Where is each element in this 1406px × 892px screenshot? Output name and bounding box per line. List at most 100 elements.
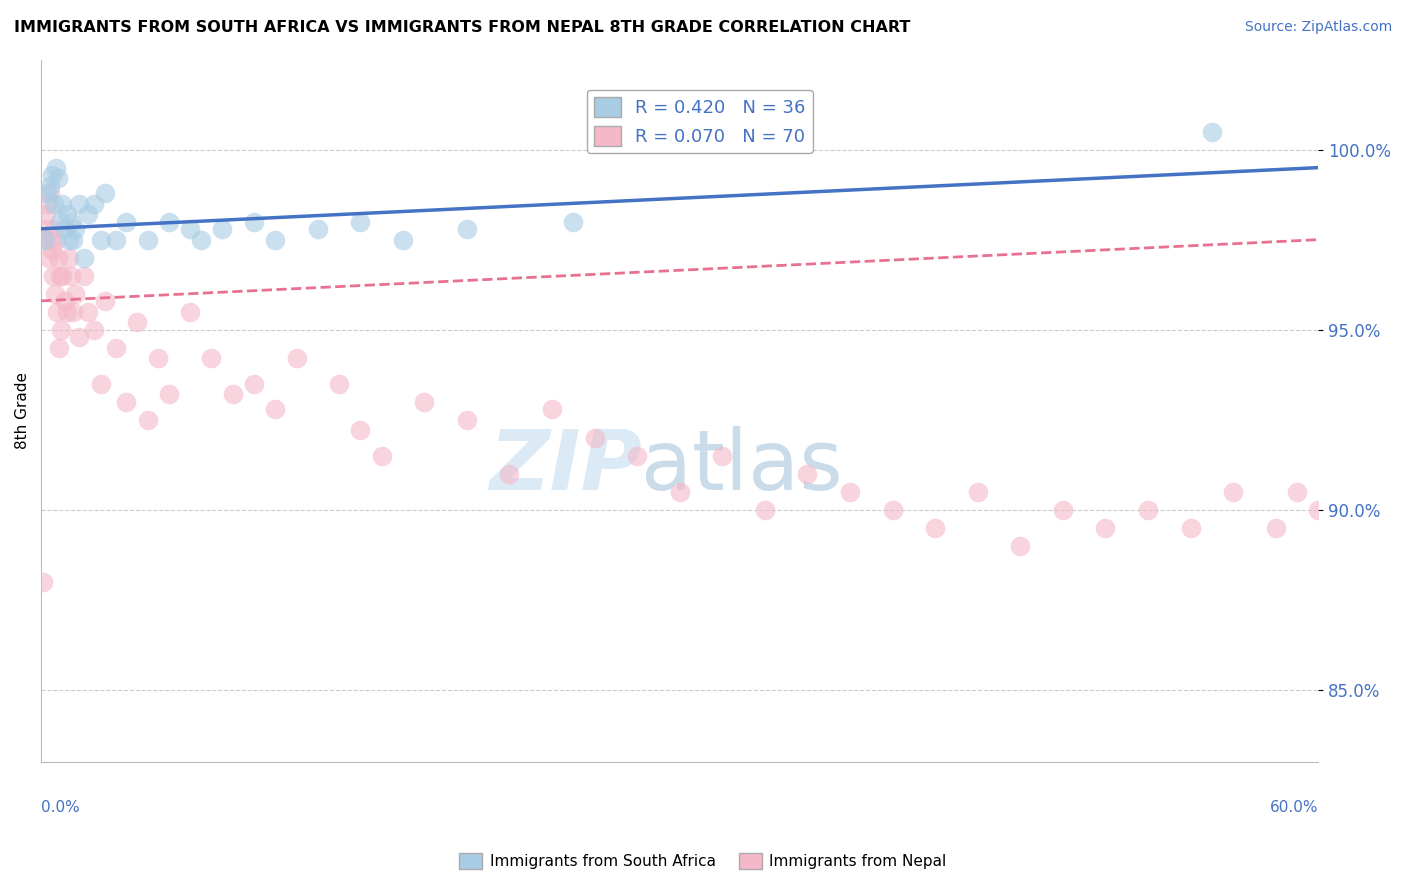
Text: IMMIGRANTS FROM SOUTH AFRICA VS IMMIGRANTS FROM NEPAL 8TH GRADE CORRELATION CHAR: IMMIGRANTS FROM SOUTH AFRICA VS IMMIGRAN… — [14, 20, 911, 35]
Text: 0.0%: 0.0% — [41, 800, 80, 815]
Point — [583, 431, 606, 445]
Point — [221, 387, 243, 401]
Point — [35, 207, 58, 221]
Point — [37, 186, 59, 200]
Point — [157, 214, 180, 228]
Point — [34, 222, 56, 236]
Point — [38, 178, 60, 193]
Point — [211, 222, 233, 236]
Point — [1094, 521, 1116, 535]
Point — [264, 401, 287, 416]
Point — [1052, 502, 1074, 516]
Point — [1285, 484, 1308, 499]
Point — [46, 251, 69, 265]
Point — [44, 286, 66, 301]
Point — [1201, 125, 1223, 139]
Point — [63, 286, 86, 301]
Legend: R = 0.420   N = 36, R = 0.070   N = 70: R = 0.420 N = 36, R = 0.070 N = 70 — [586, 90, 813, 153]
Point — [349, 424, 371, 438]
Point — [1222, 484, 1244, 499]
Point — [77, 207, 100, 221]
Point — [59, 214, 82, 228]
Point — [882, 502, 904, 516]
Point — [73, 268, 96, 283]
Point — [46, 171, 69, 186]
Point — [115, 394, 138, 409]
Point — [49, 268, 72, 283]
Point — [125, 316, 148, 330]
Point — [562, 214, 585, 228]
Point — [413, 394, 436, 409]
Point — [41, 168, 63, 182]
Point — [53, 293, 76, 308]
Point — [349, 214, 371, 228]
Point — [45, 233, 67, 247]
Point — [456, 413, 478, 427]
Point — [58, 233, 80, 247]
Point — [90, 233, 112, 247]
Point — [48, 341, 70, 355]
Point — [136, 413, 159, 427]
Point — [55, 304, 77, 318]
Point — [1180, 521, 1202, 535]
Point — [668, 484, 690, 499]
Point — [754, 502, 776, 516]
Point — [53, 222, 76, 236]
Point — [39, 233, 62, 247]
Point — [179, 222, 201, 236]
Point — [1308, 502, 1330, 516]
Point — [924, 521, 946, 535]
Point — [55, 207, 77, 221]
Point — [63, 222, 86, 236]
Text: atlas: atlas — [641, 426, 844, 508]
Point — [32, 574, 55, 589]
Point — [34, 233, 56, 247]
Point — [498, 467, 520, 481]
Point — [46, 304, 69, 318]
Point — [1010, 539, 1032, 553]
Point — [243, 214, 266, 228]
Point — [77, 304, 100, 318]
Point — [67, 196, 90, 211]
Point — [94, 186, 117, 200]
Point — [1329, 539, 1351, 553]
Point — [83, 323, 105, 337]
Point — [73, 251, 96, 265]
Point — [157, 387, 180, 401]
Point — [392, 233, 415, 247]
Point — [42, 196, 65, 211]
Point — [264, 233, 287, 247]
Point — [67, 330, 90, 344]
Text: 60.0%: 60.0% — [1270, 800, 1319, 815]
Point — [115, 214, 138, 228]
Point — [62, 304, 84, 318]
Point — [51, 268, 73, 283]
Point — [243, 376, 266, 391]
Point — [328, 376, 350, 391]
Point — [51, 196, 73, 211]
Point — [711, 449, 734, 463]
Point — [62, 233, 84, 247]
Point — [1136, 502, 1159, 516]
Point — [104, 233, 127, 247]
Text: Source: ZipAtlas.com: Source: ZipAtlas.com — [1244, 20, 1392, 34]
Point — [83, 196, 105, 211]
Point — [179, 304, 201, 318]
Point — [839, 484, 862, 499]
Point — [200, 351, 222, 366]
Point — [456, 222, 478, 236]
Point — [796, 467, 818, 481]
Point — [90, 376, 112, 391]
Point — [966, 484, 988, 499]
Point — [38, 186, 60, 200]
Point — [41, 244, 63, 258]
Point — [148, 351, 170, 366]
Point — [37, 196, 59, 211]
Point — [190, 233, 212, 247]
Point — [45, 161, 67, 175]
Point — [307, 222, 329, 236]
Point — [104, 341, 127, 355]
Point — [34, 233, 56, 247]
Point — [42, 268, 65, 283]
Point — [58, 251, 80, 265]
